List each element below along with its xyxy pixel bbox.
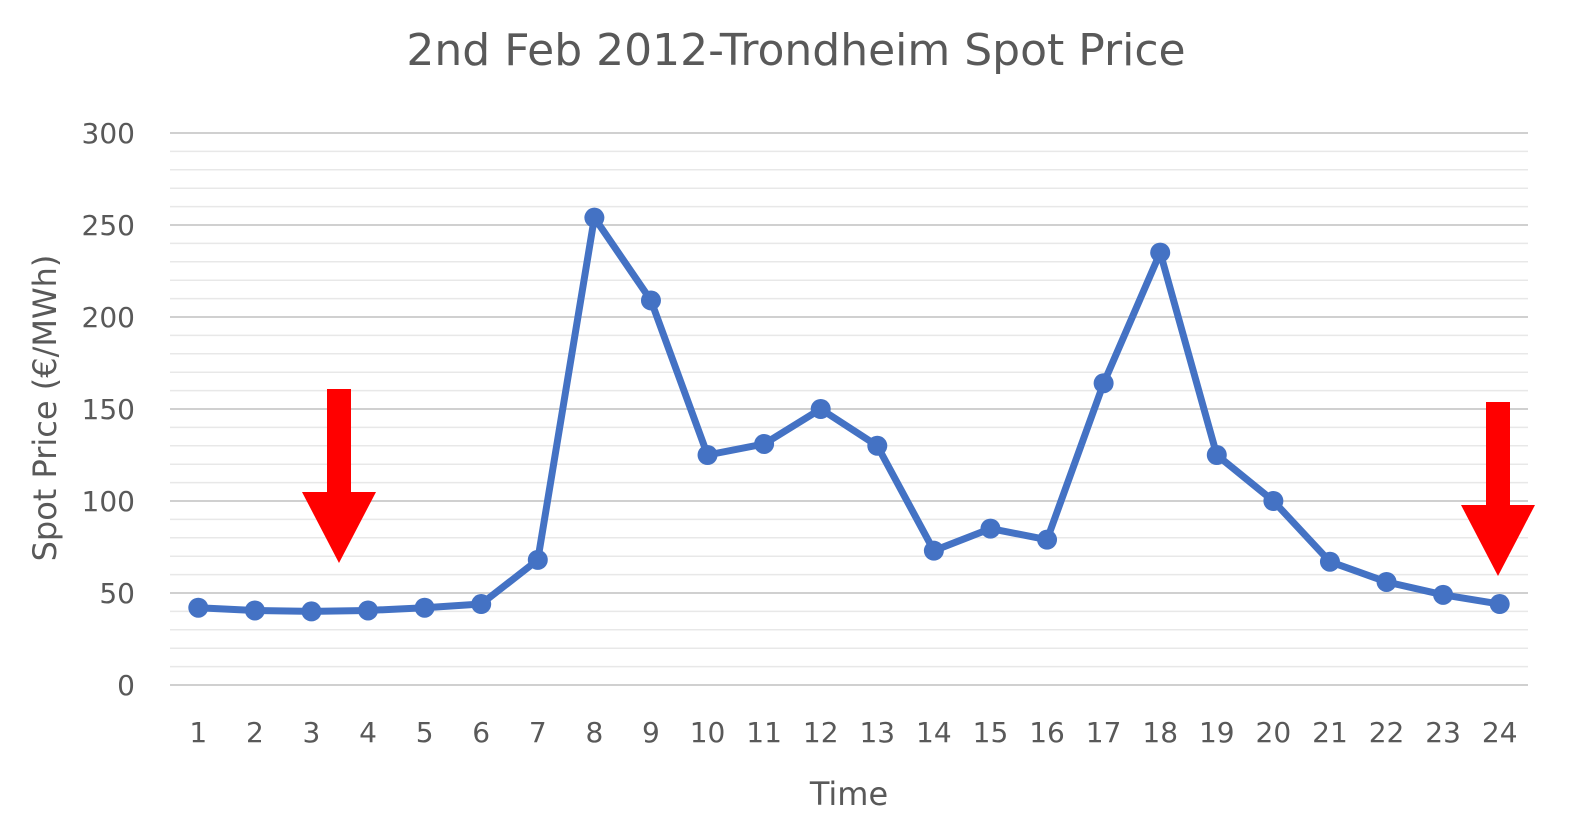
data-point <box>697 445 718 465</box>
x-tick-label: 22 <box>1369 716 1405 749</box>
x-tick-label: 10 <box>690 716 726 749</box>
x-tick-label: 7 <box>529 716 547 749</box>
data-point <box>923 540 944 561</box>
x-tick-label: 16 <box>1029 716 1065 749</box>
x-tick-label: 8 <box>585 716 603 749</box>
x-tick-label: 4 <box>359 716 377 749</box>
y-tick-label: 150 <box>82 393 135 426</box>
data-point <box>1489 594 1510 615</box>
x-tick-label: 5 <box>416 716 434 749</box>
y-tick-label: 50 <box>99 577 135 610</box>
x-tick-label: 14 <box>916 716 952 749</box>
x-tick-label: 12 <box>803 716 839 749</box>
x-tick-label: 9 <box>642 716 660 749</box>
x-axis-title: Time <box>809 775 888 813</box>
annotations <box>302 389 1535 576</box>
y-tick-label: 250 <box>82 209 135 242</box>
data-point <box>1150 242 1171 263</box>
data-point <box>640 290 661 311</box>
y-axis-ticks: 0 50 100 150 200 250 300 <box>82 117 135 702</box>
x-tick-label: 17 <box>1086 716 1122 749</box>
y-tick-label: 100 <box>82 485 135 518</box>
y-tick-label: 200 <box>82 301 135 334</box>
x-axis-ticks: 1 2 3 4 5 6 7 8 9 10 11 12 13 14 15 16 17 18 19 20 21 22 23 24 <box>189 716 1517 749</box>
y-axis-title: Spot Price (€/MWh) <box>26 255 64 562</box>
x-tick-label: 2 <box>246 716 264 749</box>
data-point <box>1206 445 1227 465</box>
data-point <box>414 597 435 618</box>
data-point <box>980 518 1001 539</box>
x-tick-label: 19 <box>1199 716 1235 749</box>
y-tick-label: 300 <box>82 117 135 150</box>
data-point <box>1037 529 1058 550</box>
x-tick-label: 13 <box>859 716 895 749</box>
series-polyline <box>194 214 1504 615</box>
data-point <box>1319 551 1340 572</box>
x-tick-label: 6 <box>472 716 490 749</box>
gridlines <box>170 132 1528 686</box>
chart-title: 2nd Feb 2012-Trondheim Spot Price <box>406 25 1185 76</box>
x-tick-label: 11 <box>746 716 782 749</box>
x-tick-label: 24 <box>1482 716 1518 749</box>
data-point <box>1093 373 1114 394</box>
x-tick-label: 15 <box>973 716 1009 749</box>
x-tick-label: 18 <box>1142 716 1178 749</box>
series-line <box>188 207 1510 622</box>
data-point <box>867 435 888 456</box>
data-point <box>527 549 548 570</box>
red-down-arrow <box>1461 402 1535 576</box>
red-down-arrow <box>302 389 376 563</box>
y-tick-label: 0 <box>117 669 135 702</box>
data-point <box>188 597 209 618</box>
data-point <box>1376 571 1397 592</box>
data-point <box>244 600 265 621</box>
data-point <box>1263 491 1284 511</box>
x-tick-label: 3 <box>303 716 321 749</box>
data-point <box>810 399 831 419</box>
data-point <box>1433 584 1454 605</box>
data-point <box>471 594 492 615</box>
data-point <box>301 601 322 622</box>
x-tick-label: 20 <box>1256 716 1292 749</box>
data-point <box>754 433 775 454</box>
x-tick-label: 1 <box>189 716 207 749</box>
x-tick-label: 21 <box>1312 716 1348 749</box>
x-tick-label: 23 <box>1425 716 1461 749</box>
data-point <box>584 207 605 228</box>
data-point <box>358 600 379 621</box>
